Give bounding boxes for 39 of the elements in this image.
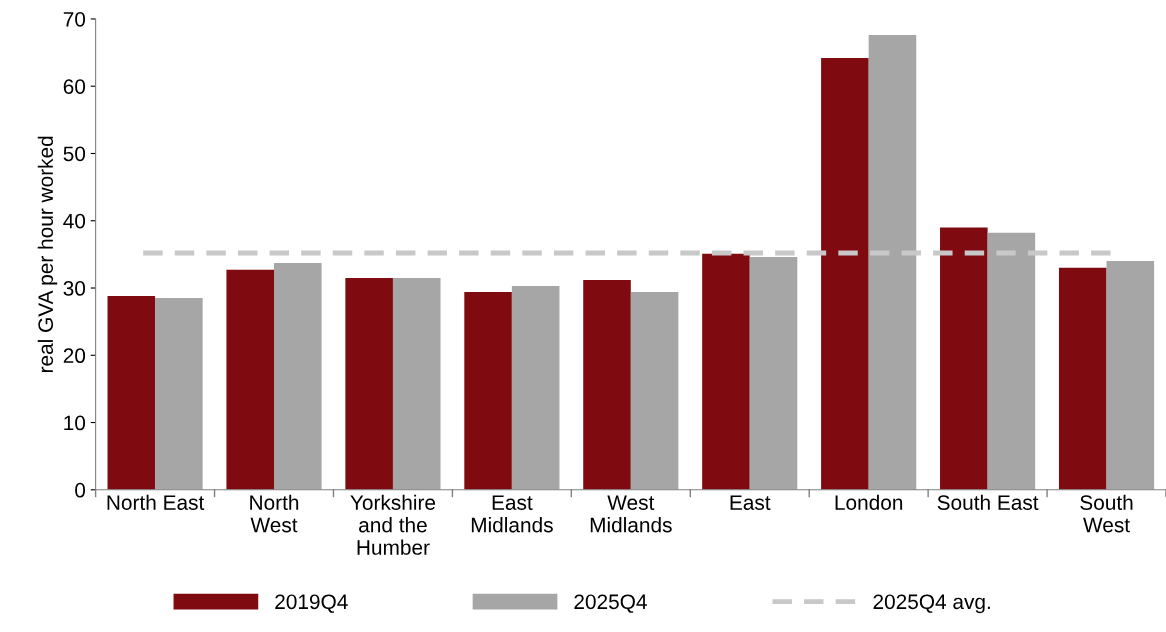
x-tick-label: East Midlands — [471, 495, 553, 533]
bar — [107, 296, 156, 490]
y-tick-label: 70 — [63, 11, 86, 27]
x-tick-label: East — [730, 495, 771, 510]
bar — [226, 269, 275, 490]
legend-label: 2025Q4 avg. — [873, 594, 990, 614]
bar — [987, 232, 1036, 490]
y-tick-label: 60 — [63, 79, 86, 94]
bar — [1058, 267, 1107, 490]
bar — [821, 57, 869, 490]
x-tick-label: North East — [107, 494, 205, 510]
y-axis-title: real GVA per hour worked — [37, 136, 58, 373]
y-tick-label: 0 — [75, 482, 86, 498]
bar — [940, 227, 988, 490]
y-tick-label: 20 — [63, 348, 86, 364]
x-tick-label: North West — [250, 494, 299, 533]
x-tick-label: London — [835, 494, 903, 510]
x-tick-label: Yorkshire and the Humber — [350, 494, 436, 555]
bar — [345, 277, 393, 490]
y-tick-label: 50 — [63, 146, 86, 162]
x-tick-label: South East — [937, 494, 1039, 510]
bar — [1106, 261, 1155, 490]
bar — [464, 292, 512, 490]
bar — [583, 279, 631, 490]
legend-label: 2025Q4 — [574, 594, 647, 613]
bar — [155, 298, 203, 490]
x-tick-label: West Midlands — [590, 495, 672, 533]
y-tick-label: 40 — [63, 213, 86, 229]
bar — [868, 35, 917, 490]
y-tick-label: 10 — [64, 415, 86, 431]
bar — [702, 253, 750, 490]
bar — [392, 277, 441, 490]
legend-label: 2019Q4 — [275, 594, 348, 613]
x-tick-label: South West — [1080, 494, 1133, 533]
bar — [749, 257, 798, 490]
bar — [511, 285, 560, 490]
bar — [630, 292, 679, 490]
y-tick-label: 30 — [63, 281, 86, 296]
bar — [274, 263, 322, 490]
